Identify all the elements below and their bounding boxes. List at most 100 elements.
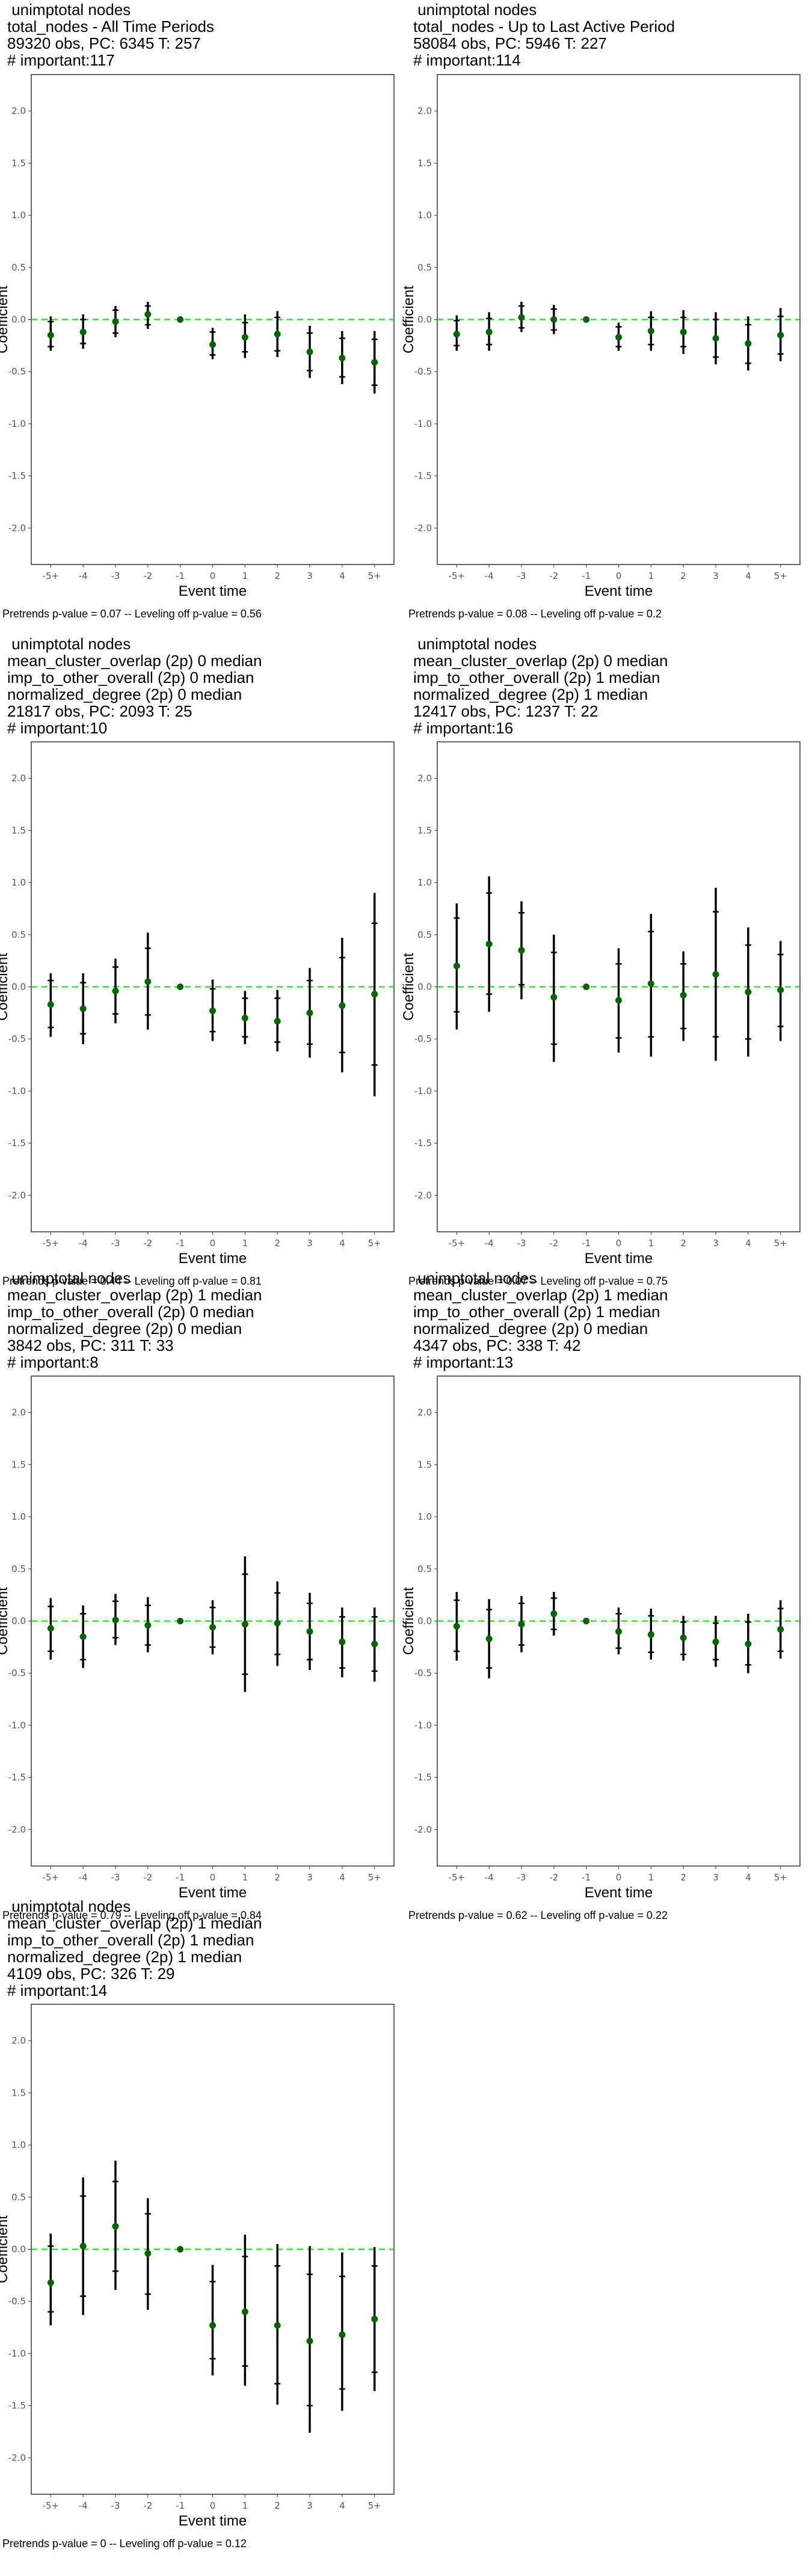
y-tick-label: -2.0 xyxy=(8,522,26,533)
chart-title-line: imp_to_other_overall (2p) 0 median xyxy=(7,668,254,687)
x-tick-label: -1 xyxy=(176,1238,185,1249)
y-tick-label: 1.0 xyxy=(11,210,26,221)
x-tick-label: 1 xyxy=(648,1872,654,1883)
coefficient-point xyxy=(453,331,460,338)
x-tick-label: 0 xyxy=(616,1872,622,1883)
y-tick-label: -2.0 xyxy=(414,1824,432,1835)
pvalue-footnote: Pretrends p-value = 0.79 -- Leveling off… xyxy=(2,1909,262,1921)
y-tick-label: 1.0 xyxy=(417,877,432,888)
x-axis-label: Event time xyxy=(179,2513,247,2529)
y-tick-label: 1.5 xyxy=(11,2087,26,2098)
coefficient-point xyxy=(518,947,525,954)
x-tick-label: -3 xyxy=(111,1872,120,1883)
coefficient-point xyxy=(177,316,184,323)
pvalue-footnote: Pretrends p-value = 0.07 -- Leveling off… xyxy=(2,608,262,620)
coefficient-point xyxy=(680,328,687,335)
pvalue-footnote: Pretrends p-value = 0.62 -- Leveling off… xyxy=(408,1909,668,1921)
coefficient-point xyxy=(680,991,687,999)
x-axis-label: Event time xyxy=(585,583,653,599)
coefficient-point xyxy=(712,335,719,342)
x-tick-label: 4 xyxy=(745,1872,751,1883)
x-tick-label: -1 xyxy=(582,1872,591,1883)
y-tick-label: -0.5 xyxy=(414,1668,432,1678)
y-tick-label: -2.0 xyxy=(8,2452,26,2463)
coefficient-point xyxy=(453,1623,460,1630)
coefficient-point xyxy=(339,1002,346,1009)
chart-plot: 2.0 1.5 1.0 0.5 0.0 -0.5 -1.0 -1.5 -2.0 -5+ -4 -3 -2… xyxy=(0,2004,395,2529)
coefficient-point xyxy=(777,987,784,994)
chart-panel: unimptotal nodes mean_cluster_overlap (2p… xyxy=(401,1268,812,1948)
x-tick-label: 1 xyxy=(242,2500,248,2511)
chart-title-line: 4347 obs, PC: 338 T: 42 xyxy=(413,1336,581,1354)
x-tick-label: -5+ xyxy=(449,1238,466,1249)
y-axis-label: Coefficient xyxy=(0,1587,11,1655)
coefficient-point xyxy=(47,1001,54,1008)
x-tick-label: -3 xyxy=(517,1872,526,1883)
x-tick-label: 3 xyxy=(307,2500,313,2511)
coefficient-point xyxy=(647,980,654,987)
x-tick-label: 1 xyxy=(648,571,654,581)
chart-title-line: mean_cluster_overlap (2p) 1 median xyxy=(7,1286,262,1304)
coefficient-point xyxy=(777,332,784,339)
chart-title-line: # important:14 xyxy=(7,1981,108,1999)
coefficient-point xyxy=(209,2322,216,2329)
coefficient-point xyxy=(79,1005,87,1012)
coefficient-point xyxy=(177,1618,184,1624)
y-tick-label: -1.0 xyxy=(414,1720,432,1731)
coefficient-point xyxy=(306,1628,313,1635)
coefficient-point xyxy=(274,1018,281,1025)
coefficient-point xyxy=(79,328,87,335)
coefficient-point xyxy=(144,1621,152,1629)
chart-title: unimptotal nodes mean_cluster_overlap (2p… xyxy=(7,635,262,736)
x-tick-label: 1 xyxy=(242,1872,248,1883)
coefficient-point xyxy=(144,311,152,318)
x-tick-label: -3 xyxy=(111,1238,120,1249)
x-tick-label: -1 xyxy=(582,1238,591,1249)
coefficient-point xyxy=(339,2331,346,2339)
coefficient-point xyxy=(144,978,152,985)
coefficient-point xyxy=(745,988,752,996)
x-tick-label: 5+ xyxy=(774,571,787,581)
y-tick-label: 2.0 xyxy=(417,773,432,784)
coefficient-point xyxy=(745,340,752,347)
y-tick-label: -0.5 xyxy=(8,366,26,377)
x-tick-label: -2 xyxy=(143,1238,152,1249)
chart-title-line: normalized_degree (2p) 1 median xyxy=(7,1948,242,1966)
y-tick-label: -1.0 xyxy=(8,418,26,429)
pvalue-footnote: Pretrends p-value = 0 -- Leveling off p-… xyxy=(2,2538,247,2550)
coefficient-point xyxy=(274,1620,281,1627)
coefficient-point xyxy=(745,1641,752,1648)
coefficient-point xyxy=(339,355,346,362)
x-axis-label: Event time xyxy=(179,1250,247,1267)
x-tick-label: 4 xyxy=(745,1238,751,1249)
chart-title-line: imp_to_other_overall (2p) 1 median xyxy=(413,1303,660,1321)
chart-plot: 2.0 1.5 1.0 0.5 0.0 -0.5 -1.0 -1.5 -2.0 -5+ -4 -3 -2… xyxy=(0,1375,395,1901)
chart-panel: unimptotal nodes mean_cluster_overlap (2p… xyxy=(0,1268,406,1948)
chart-title: unimptotal nodes total_nodes - All Time P… xyxy=(7,1,214,69)
x-tick-label: 0 xyxy=(210,1872,216,1883)
coefficient-point xyxy=(615,1628,622,1635)
y-tick-label: 0.0 xyxy=(11,2244,26,2255)
x-tick-label: -1 xyxy=(176,1872,185,1883)
chart-title: unimptotal nodes total_nodes - Up to Last… xyxy=(413,1,675,69)
x-tick-label: 4 xyxy=(339,571,345,581)
coefficient-point xyxy=(339,1638,346,1645)
x-tick-label: 5+ xyxy=(774,1238,787,1249)
coefficient-point xyxy=(177,2246,184,2253)
y-tick-label: 1.0 xyxy=(11,877,26,888)
x-tick-label: 5+ xyxy=(368,571,381,581)
coefficient-point xyxy=(209,1624,216,1631)
pvalue-footnote: Pretrends p-value = 0.07 -- Leveling off… xyxy=(408,1275,668,1287)
x-tick-label: 5+ xyxy=(774,1872,787,1883)
y-tick-label: 0.5 xyxy=(417,262,432,273)
chart-title-line: # important:16 xyxy=(413,719,514,737)
x-axis-label: Event time xyxy=(179,583,247,599)
chart-title-line: 4109 obs, PC: 326 T: 29 xyxy=(7,1965,175,1983)
y-tick-label: 0.5 xyxy=(417,929,432,940)
y-tick-label: -0.5 xyxy=(414,1033,432,1044)
chart-title-line: unimptotal nodes xyxy=(413,1,537,19)
coefficient-point xyxy=(647,1631,654,1638)
x-tick-label: 2 xyxy=(274,571,280,581)
chart-plot: 2.0 1.5 1.0 0.5 0.0 -0.5 -1.0 -1.5 -2.0 -5+ -4 -3 -2… xyxy=(401,1375,801,1901)
coefficient-point xyxy=(485,328,493,335)
